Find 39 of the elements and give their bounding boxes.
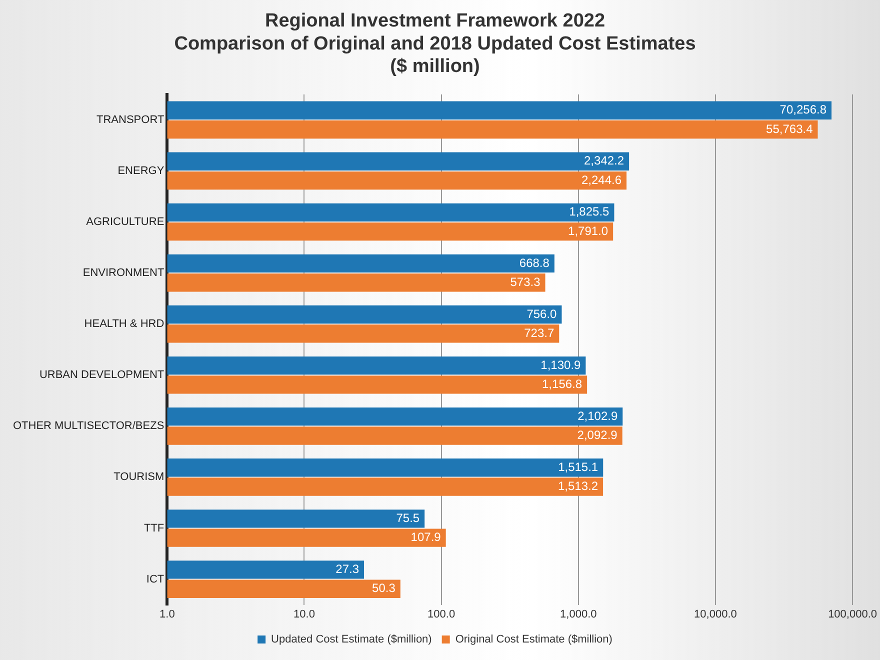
data-label: 756.0 xyxy=(526,306,558,321)
data-label: 1,515.1 xyxy=(558,460,598,474)
y-tick-label: ICT xyxy=(146,573,164,586)
data-label: 723.7 xyxy=(524,326,554,340)
data-label: 27.3 xyxy=(336,562,360,576)
data-label: 2,092.9 xyxy=(577,428,618,442)
data-label: 1,513.2 xyxy=(558,479,598,494)
legend-label: Updated Cost Estimate ($million) xyxy=(271,634,432,646)
chart-title: Regional Investment Framework 2022 Comparison of Original and 2018 Updated Cost Estimates ($ million) xyxy=(174,10,696,78)
x-tick-label: 10.0 xyxy=(294,608,315,620)
x-tick-label: 1,000.0 xyxy=(560,608,597,620)
data-label: 2,244.6 xyxy=(581,172,622,187)
data-label: 70,256.8 xyxy=(780,102,827,117)
y-tick-label: TTF xyxy=(144,522,164,534)
y-tick-label: HEALTH & HRD xyxy=(84,318,164,330)
data-label: 668.8 xyxy=(519,256,550,270)
data-label: 50.3 xyxy=(372,581,396,596)
data-label: 75.5 xyxy=(396,510,420,525)
x-tick-label: 100.0 xyxy=(428,608,456,620)
y-tick-label: ENVIRONMENT xyxy=(82,267,164,280)
data-label: 1,156.8 xyxy=(542,377,582,392)
data-label: 1,791.0 xyxy=(568,224,608,238)
data-label: 573.3 xyxy=(510,274,541,289)
data-label: 1,130.9 xyxy=(540,358,582,372)
data-label: 1,825.5 xyxy=(569,204,610,219)
y-tick-label: TOURISM xyxy=(114,471,164,484)
y-tick-label: ENERGY xyxy=(118,164,165,177)
legend-label: Original Cost Estimate ($million) xyxy=(455,634,612,646)
x-tick-label: 1.0 xyxy=(160,608,175,620)
data-label: 2,102.9 xyxy=(578,408,618,423)
x-tick-label: 100,000.0 xyxy=(828,608,877,620)
y-tick-label: OTHER MULTISECTOR/BEZS xyxy=(12,420,164,432)
y-tick-label: AGRICULTURE xyxy=(86,216,164,228)
data-label: 55,763.4 xyxy=(766,122,814,136)
x-tick-label: 10,000.0 xyxy=(694,608,737,620)
y-tick-label: URBAN DEVELOPMENT xyxy=(39,369,164,382)
data-label: 107.9 xyxy=(410,530,442,544)
data-label: 2,342.2 xyxy=(584,154,624,168)
y-tick-label: TRANSPORT xyxy=(96,114,164,126)
